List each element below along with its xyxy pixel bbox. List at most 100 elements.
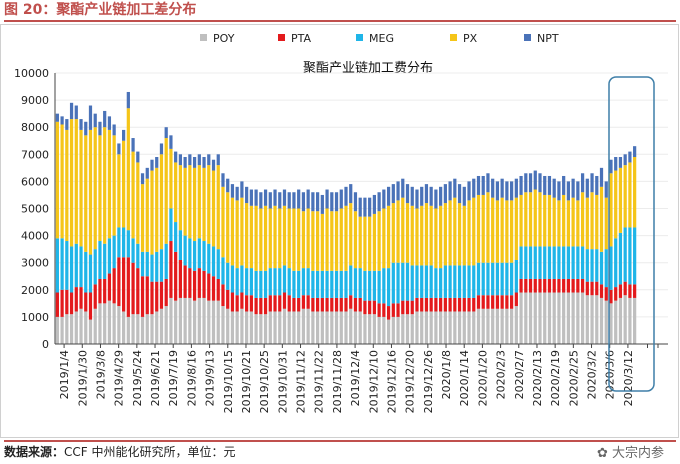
- bar-npt: [159, 143, 164, 155]
- bar-poy: [434, 311, 438, 344]
- bar-npt: [263, 189, 268, 206]
- bar-meg: [401, 262, 405, 301]
- bar-npt: [301, 192, 306, 212]
- bar-pta: [491, 295, 495, 309]
- bar-meg: [377, 270, 381, 304]
- bar-px: [439, 205, 443, 269]
- bar-meg: [287, 268, 291, 296]
- bar-pta: [216, 278, 220, 301]
- bar-px: [462, 205, 466, 266]
- stacked-bar-chart: 聚酯产业链加工费分布 POY PTA MEG PX NPT 0 1000 2000 3000 4…: [0, 24, 679, 438]
- x-tick-label: 2020/2/19: [549, 350, 562, 406]
- bar-px: [282, 205, 287, 266]
- bar-pta: [320, 297, 324, 312]
- bar-meg: [273, 268, 277, 296]
- bar-npt: [476, 175, 481, 195]
- bar-poy: [150, 314, 154, 344]
- bar-npt: [98, 121, 102, 136]
- bar-pta: [547, 278, 552, 293]
- bar-px: [495, 200, 500, 263]
- bar-npt: [282, 189, 287, 206]
- bar-npt: [178, 154, 182, 166]
- bar-poy: [453, 311, 457, 344]
- bar-meg: [528, 246, 533, 279]
- source-text: CCF 中州能化研究所，单位：元: [64, 445, 236, 459]
- bar-px: [292, 208, 296, 271]
- bar-pta: [117, 257, 121, 307]
- footer: 数据来源：CCF 中州能化研究所，单位：元 ✿ 大宗内参: [4, 440, 676, 464]
- bar-pta: [183, 265, 187, 298]
- bar-poy: [457, 311, 462, 344]
- bar-meg: [386, 268, 391, 307]
- bar-meg: [334, 270, 339, 298]
- bar-px: [188, 165, 192, 239]
- bar-meg: [543, 246, 547, 279]
- x-tick-label: 2020/1/14: [458, 350, 471, 406]
- watermark: ✿ 大宗内参: [597, 444, 664, 464]
- bar-meg: [169, 208, 173, 242]
- x-tick-label: 2019/12/10: [367, 350, 380, 413]
- bar-poy: [159, 308, 164, 344]
- bar-pta: [538, 278, 542, 293]
- bar-meg: [126, 230, 130, 258]
- bar-pta: [169, 241, 173, 298]
- legend-swatch: [278, 34, 285, 41]
- bar-pta: [599, 284, 604, 298]
- bar-pta: [580, 278, 585, 293]
- bar-npt: [164, 127, 168, 139]
- bar-npt: [240, 181, 244, 198]
- bar-poy: [230, 311, 235, 344]
- bar-poy: [547, 292, 552, 344]
- bar-poy: [472, 311, 476, 344]
- bar-meg: [363, 270, 367, 301]
- bar-px: [240, 197, 244, 266]
- bar-poy: [112, 303, 116, 344]
- bar-px: [273, 205, 277, 269]
- bar-pta: [443, 297, 447, 312]
- watermark-text: 大宗内参: [611, 446, 664, 461]
- bar-pta: [486, 295, 490, 309]
- bar-meg: [112, 235, 116, 269]
- bar-px: [145, 178, 149, 252]
- bar-npt: [429, 186, 433, 206]
- bar-pta: [150, 281, 154, 315]
- x-tick-label: 2019/9/13: [204, 350, 217, 406]
- bar-meg: [457, 265, 462, 298]
- bar-px: [117, 154, 121, 228]
- bar-px: [74, 119, 78, 244]
- bar-px: [316, 211, 320, 271]
- legend-swatch: [524, 34, 531, 41]
- bar-meg: [278, 268, 282, 296]
- bar-poy: [595, 295, 599, 344]
- bar-meg: [524, 246, 528, 279]
- bar-poy: [585, 295, 589, 344]
- bar-meg: [311, 270, 315, 298]
- highlight-box: [608, 76, 655, 392]
- bar-px: [353, 211, 358, 269]
- bar-pta: [211, 276, 216, 301]
- bar-pta: [226, 289, 230, 309]
- legend-label: PX: [463, 32, 478, 45]
- bar-meg: [93, 249, 97, 285]
- bar-meg: [443, 265, 447, 298]
- bar-px: [320, 213, 324, 271]
- bar-npt: [287, 192, 291, 209]
- bar-px: [614, 170, 618, 239]
- bar-pta: [481, 295, 485, 309]
- bar-pta: [339, 297, 343, 312]
- bar-npt: [528, 173, 533, 193]
- bar-px: [103, 127, 107, 244]
- bar-npt: [462, 186, 466, 206]
- bar-meg: [486, 262, 490, 296]
- y-tick-label: 1000: [21, 311, 49, 324]
- bar-meg: [164, 243, 168, 279]
- bar-poy: [514, 306, 518, 344]
- bar-px: [169, 148, 173, 209]
- bar-npt: [604, 181, 608, 198]
- bar-poy: [273, 311, 277, 344]
- bar-px: [576, 200, 580, 247]
- bar-px: [566, 200, 570, 247]
- bar-pta: [614, 287, 618, 301]
- bar-px: [230, 197, 235, 266]
- bar-poy: [98, 303, 102, 344]
